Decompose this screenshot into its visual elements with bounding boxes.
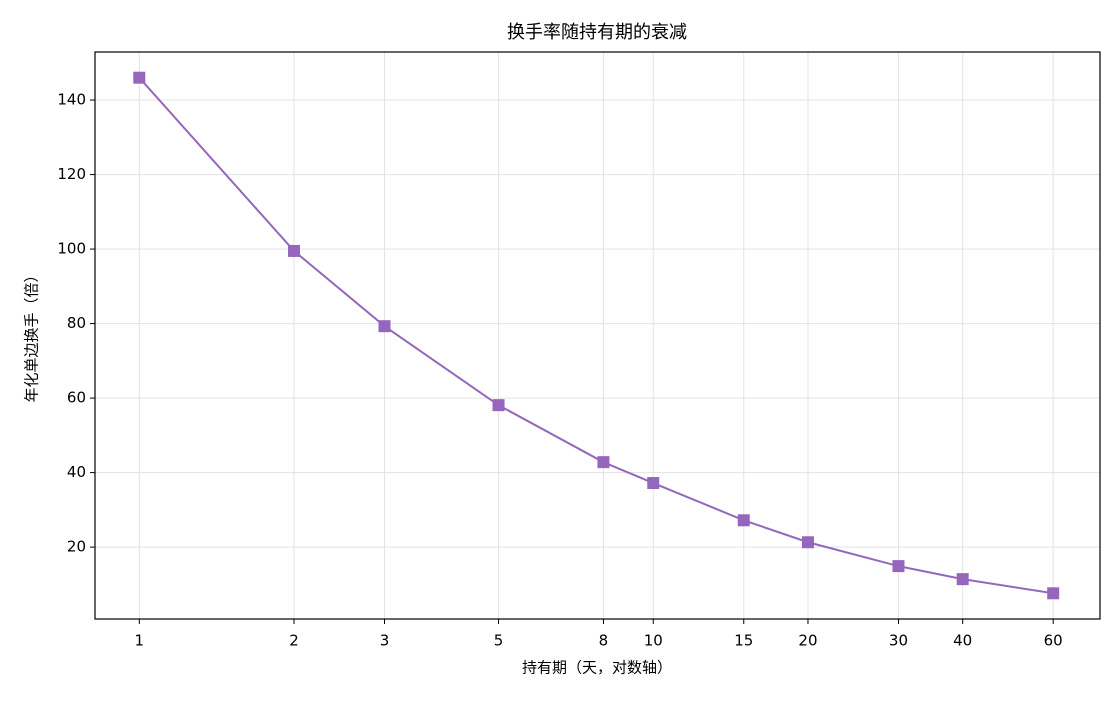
- y-axis-label: 年化单边换手（倍）: [23, 267, 41, 402]
- point-marker: [288, 244, 301, 257]
- point-marker: [737, 514, 750, 527]
- x-tick-label: 8: [599, 632, 609, 650]
- x-tick-label: 5: [494, 632, 504, 650]
- x-tick-label: 1: [135, 632, 145, 650]
- x-tick-label: 60: [1044, 632, 1063, 650]
- y-tick-label: 40: [67, 463, 86, 481]
- x-axis-label: 持有期（天，对数轴）: [522, 659, 672, 677]
- x-tick-label: 2: [289, 632, 299, 650]
- point-marker: [647, 477, 660, 490]
- point-marker: [801, 536, 814, 549]
- point-marker: [597, 456, 610, 469]
- x-tick-label: 10: [644, 632, 663, 650]
- x-tick-label: 3: [380, 632, 390, 650]
- point-marker: [378, 320, 391, 333]
- y-tick-label: 80: [67, 314, 86, 332]
- y-tick-label: 140: [57, 91, 86, 109]
- series-line: [138, 77, 1054, 595]
- y-tick-label: 60: [67, 389, 86, 407]
- point-marker: [892, 560, 905, 573]
- point-marker: [133, 71, 146, 84]
- x-tick-label: 40: [953, 632, 972, 650]
- plot-frame: [94, 51, 1101, 620]
- y-tick-label: 20: [67, 538, 86, 556]
- point-marker: [956, 573, 969, 586]
- point-marker: [492, 399, 505, 412]
- x-tick-label: 15: [734, 632, 753, 650]
- chart-title: 换手率随持有期的衰减: [507, 22, 687, 43]
- x-tick-label: 20: [798, 632, 817, 650]
- x-tick-label: 30: [889, 632, 908, 650]
- y-tick-label: 120: [57, 165, 86, 183]
- y-tick-label: 100: [57, 240, 86, 258]
- point-marker: [1047, 587, 1060, 600]
